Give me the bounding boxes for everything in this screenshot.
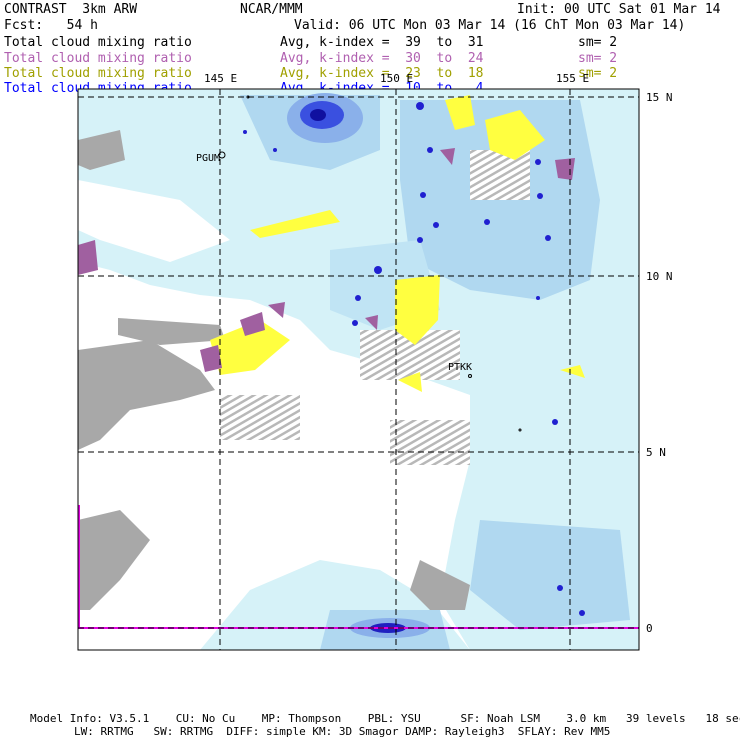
valid-time: Valid: 06 UTC Mon 03 Mar 14 (16 ChT Mon …	[294, 18, 686, 33]
field-range-3: Avg, k-index = 23 to 18	[280, 66, 484, 81]
cloud-magenta-line	[78, 505, 639, 629]
forecast-hour: Fcst: 54 h	[4, 18, 98, 33]
lat-label-15n: 15 N	[646, 91, 673, 104]
cloud-white-gap-2	[78, 270, 250, 330]
cloud-hatch-1	[220, 395, 300, 440]
map-grid	[78, 89, 639, 650]
cloud-lightblue-5	[320, 610, 450, 650]
cloud-lightblue-1	[240, 95, 380, 170]
cloud-cyan-east	[440, 380, 639, 650]
field-sm-3: sm= 2	[578, 66, 618, 81]
cloud-gray-southwest	[78, 510, 150, 610]
lat-label-0: 0	[646, 622, 653, 635]
cloud-lightblue-4	[470, 520, 630, 630]
cloud-gray-west	[78, 340, 215, 450]
cloud-core-south-inner	[370, 623, 406, 633]
cloud-purple	[78, 148, 575, 372]
cloud-yellow	[210, 95, 585, 392]
cloud-hatch-4	[470, 150, 530, 200]
lon-label-145: 145 E	[204, 72, 237, 85]
center-name: NCAR/MMM	[240, 2, 303, 17]
field-sm-1: sm= 2	[578, 35, 618, 50]
station-pgum: PGUM	[196, 153, 220, 164]
field-name-3: Total cloud mixing ratio	[4, 66, 192, 81]
field-range-1: Avg, k-index = 39 to 31	[280, 35, 484, 50]
field-name-2: Total cloud mixing ratio	[4, 51, 192, 66]
cloud-hatch-3	[390, 420, 470, 465]
model-info-line1: Model Info: V3.5.1 CU: No Cu MP: Thompso…	[30, 712, 740, 725]
cloud-hatch-2	[360, 330, 460, 380]
cloud-core-north-center	[310, 109, 326, 121]
field-range-2: Avg, k-index = 30 to 24	[280, 51, 484, 66]
cloud-lightblue-2	[400, 100, 600, 300]
cloud-cyan-south	[200, 560, 470, 650]
lat-label-10n: 10 N	[646, 270, 673, 283]
model-info-line2: LW: RRTMG SW: RRTMG DIFF: simple KM: 3D …	[74, 725, 611, 738]
cloud-lightblue-3	[330, 240, 440, 330]
cloud-gray-south	[410, 560, 470, 610]
convective-cells	[243, 102, 585, 616]
coastlines	[218, 95, 522, 432]
model-title: CONTRAST 3km ARW	[4, 2, 138, 17]
cloud-white-gap-1	[78, 180, 230, 262]
field-name-1: Total cloud mixing ratio	[4, 35, 192, 50]
field-sm-2: sm= 2	[578, 51, 618, 66]
init-time: Init: 00 UTC Sat 01 Mar 14	[517, 2, 721, 17]
map-frame	[77, 88, 640, 651]
cloud-core-south	[350, 618, 430, 638]
cloud-gray-north	[78, 130, 125, 170]
cloud-cyan-north	[78, 89, 639, 410]
field-name-4: Total cloud mixing ratio	[4, 81, 192, 96]
lat-label-5n: 5 N	[646, 446, 666, 459]
cloud-core-north-inner	[300, 101, 344, 129]
field-range-4: Avg, k-index = 10 to 4	[280, 81, 484, 96]
cloud-gray-bar	[118, 318, 225, 345]
map-fields	[78, 89, 639, 650]
station-ptkk: PTKK	[448, 362, 472, 373]
cloud-core-north	[287, 93, 363, 143]
